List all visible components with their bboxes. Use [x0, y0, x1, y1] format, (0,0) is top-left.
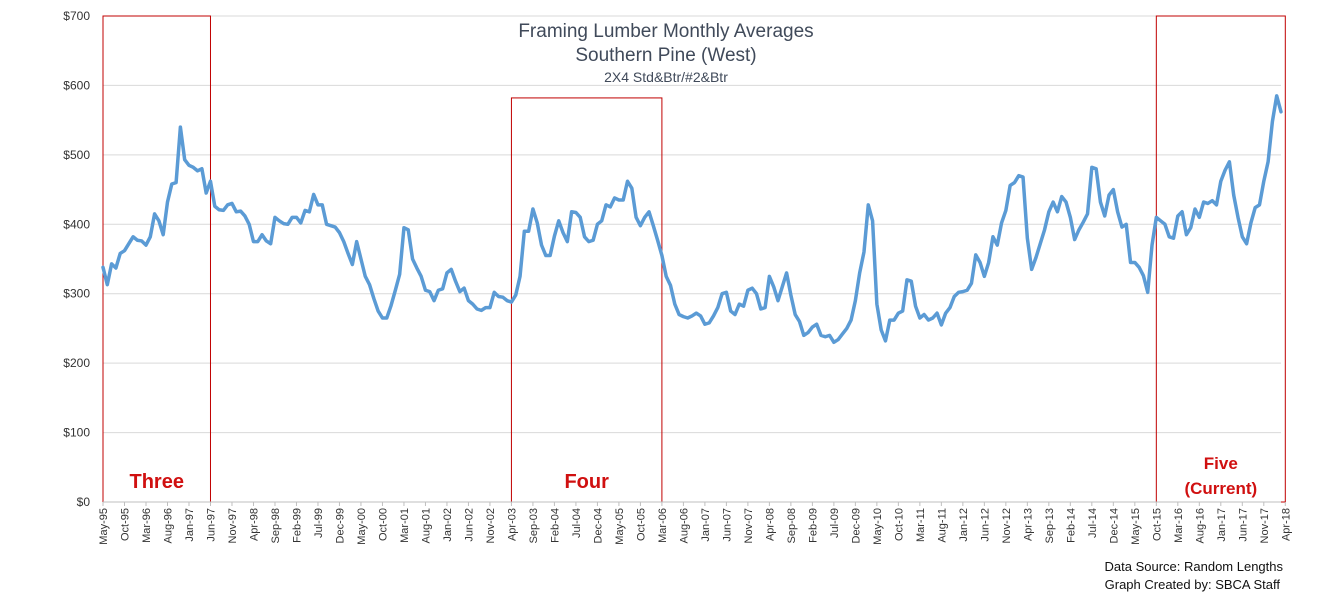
era-boxes: Three Four Five (Current)	[102, 15, 1286, 503]
x-tick-label: Jul-14	[1087, 508, 1099, 538]
y-tick-label: $0	[77, 495, 91, 509]
data-source-note: Data Source: Random Lengths	[1105, 559, 1284, 574]
gridlines	[103, 15, 1281, 434]
x-tick-label: May-05	[614, 508, 626, 545]
x-tick-label: Aug-01	[420, 508, 432, 543]
x-tick-label: Apr-18	[1280, 508, 1292, 541]
x-tick-label: Jan-07	[700, 508, 712, 542]
y-tick-label: $200	[63, 356, 90, 370]
x-tick-label: Mar-06	[657, 508, 669, 543]
x-tick-label: Aug-06	[678, 508, 690, 543]
era-label: Four	[564, 471, 609, 493]
era-label-sub: (Current)	[1184, 479, 1257, 498]
x-tick-label: Jul-04	[571, 508, 583, 538]
x-tick-label: Sep-03	[528, 508, 540, 543]
x-tick-label: Mar-11	[915, 508, 927, 542]
x-tick-label: Sep-13	[1044, 508, 1056, 543]
y-tick-label: $400	[63, 217, 90, 231]
x-tick-label: Dec-04	[592, 508, 604, 543]
x-tick-label: Oct-95	[119, 508, 131, 541]
y-tick-label: $100	[63, 426, 90, 440]
x-tick-label: Apr-98	[248, 508, 260, 541]
x-tick-label: Dec-99	[334, 508, 346, 543]
x-tick-label: Nov-17	[1259, 508, 1271, 543]
x-tick-label: Sep-08	[786, 508, 798, 543]
x-tick-label: May-10	[872, 508, 884, 545]
x-tick-label: Mar-16	[1173, 508, 1185, 543]
x-tick-label: May-15	[1130, 508, 1142, 545]
x-tick-label: Mar-01	[399, 508, 411, 543]
x-tick-label: Oct-00	[377, 508, 389, 541]
chart-subtitle-grade: 2X4 Std&Btr/#2&Btr	[604, 69, 728, 85]
x-tick-label: Nov-07	[743, 508, 755, 543]
series-group	[101, 94, 1283, 345]
x-tick-label: Jun-02	[463, 508, 475, 542]
x-tick-label: Nov-12	[1001, 508, 1013, 543]
era-box	[1155, 15, 1286, 503]
x-tick-label: Feb-99	[291, 508, 303, 543]
x-tick-label: Feb-04	[549, 508, 561, 543]
x-tick-label: Jun-07	[721, 508, 733, 542]
x-tick-label: Aug-11	[936, 508, 948, 543]
x-tick-label: Jan-12	[958, 508, 970, 542]
x-axis-ticks: May-95 Oct-95 Mar-96 Aug-96 Jan-97 Jun-97 Nov-…	[98, 502, 1292, 545]
x-tick-label: Apr-08	[764, 508, 776, 541]
x-tick-label: Feb-09	[807, 508, 819, 543]
x-tick-label: Jan-97	[184, 508, 196, 542]
x-tick-label: May-00	[356, 508, 368, 545]
y-axis-ticks: $0 $100 $200 $300 $400 $500 $600 $700	[63, 9, 90, 509]
x-tick-label: Jun-12	[979, 508, 991, 542]
x-tick-label: Apr-13	[1022, 508, 1034, 541]
x-tick-label: Aug-96	[162, 508, 174, 543]
x-tick-label: Oct-10	[893, 508, 905, 541]
era-label: Five	[1204, 454, 1238, 473]
y-tick-label: $600	[63, 78, 90, 92]
x-tick-label: Jan-17	[1216, 508, 1228, 542]
x-tick-label: Dec-14	[1108, 508, 1120, 543]
price-line	[101, 94, 1283, 345]
chart-subtitle: Southern Pine (West)	[575, 45, 756, 66]
x-tick-label: May-95	[98, 508, 110, 545]
y-tick-label: $700	[63, 9, 90, 23]
x-tick-label: Apr-03	[506, 508, 518, 541]
x-tick-label: Mar-96	[141, 508, 153, 543]
x-tick-label: Nov-02	[485, 508, 497, 543]
x-tick-label: Jun-97	[205, 508, 217, 542]
x-tick-label: Jul-99	[313, 508, 325, 538]
chart-title: Framing Lumber Monthly Averages	[518, 21, 813, 42]
x-tick-label: Aug-16	[1194, 508, 1206, 543]
x-tick-label: Sep-98	[270, 508, 282, 543]
x-tick-label: Jun-17	[1237, 508, 1249, 542]
y-tick-label: $300	[63, 287, 90, 301]
x-tick-label: Oct-05	[635, 508, 647, 541]
graph-credit-note: Graph Created by: SBCA Staff	[1105, 577, 1281, 592]
x-tick-label: Jul-09	[829, 508, 841, 538]
y-tick-label: $500	[63, 148, 90, 162]
x-tick-label: Oct-15	[1151, 508, 1163, 541]
x-tick-label: Nov-97	[227, 508, 239, 543]
era-label: Three	[130, 471, 184, 493]
x-tick-label: Feb-14	[1065, 508, 1077, 543]
x-tick-label: Jan-02	[442, 508, 454, 542]
era-box	[510, 97, 663, 503]
x-tick-label: Dec-09	[850, 508, 862, 543]
